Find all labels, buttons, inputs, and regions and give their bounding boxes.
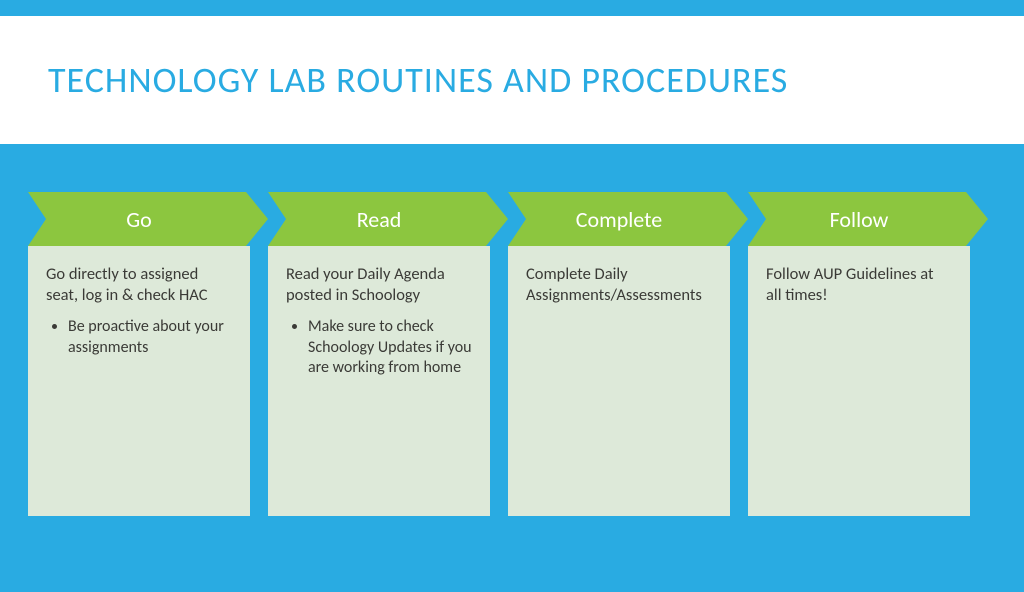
arrow-read: Read — [268, 192, 490, 246]
arrow-label: Read — [268, 192, 490, 246]
card-complete: Complete Daily Assignments/Assessments — [508, 246, 730, 516]
card-read: Read your Daily Agenda posted in Schoolo… — [268, 246, 490, 516]
card-lead: Read your Daily Agenda posted in Schoolo… — [286, 264, 472, 307]
arrow-complete: Complete — [508, 192, 730, 246]
card-bullet: Be proactive about your assignments — [68, 317, 232, 359]
arrow-label: Go — [28, 192, 250, 246]
step-follow: Follow Follow AUP Guidelines at all time… — [748, 192, 970, 516]
card-lead: Complete Daily Assignments/Assessments — [526, 264, 712, 307]
arrow-go: Go — [28, 192, 250, 246]
card-bullet: Make sure to check Schoology Updates if … — [308, 317, 472, 379]
card-go: Go directly to assigned seat, log in & c… — [28, 246, 250, 516]
step-go: Go Go directly to assigned seat, log in … — [28, 192, 250, 516]
process-steps: Go Go directly to assigned seat, log in … — [28, 192, 996, 516]
step-read: Read Read your Daily Agenda posted in Sc… — [268, 192, 490, 516]
arrow-label: Complete — [508, 192, 730, 246]
card-bullets: Make sure to check Schoology Updates if … — [286, 317, 472, 379]
card-lead: Go directly to assigned seat, log in & c… — [46, 264, 232, 307]
step-complete: Complete Complete Daily Assignments/Asse… — [508, 192, 730, 516]
arrow-follow: Follow — [748, 192, 970, 246]
page-title: TECHNOLOGY LAB ROUTINES AND PROCEDURES — [48, 58, 788, 102]
arrow-label: Follow — [748, 192, 970, 246]
card-bullets: Be proactive about your assignments — [46, 317, 232, 359]
process-stage: Go Go directly to assigned seat, log in … — [0, 144, 1024, 576]
title-band: TECHNOLOGY LAB ROUTINES AND PROCEDURES — [0, 16, 1024, 144]
card-follow: Follow AUP Guidelines at all times! — [748, 246, 970, 516]
card-lead: Follow AUP Guidelines at all times! — [766, 264, 952, 307]
